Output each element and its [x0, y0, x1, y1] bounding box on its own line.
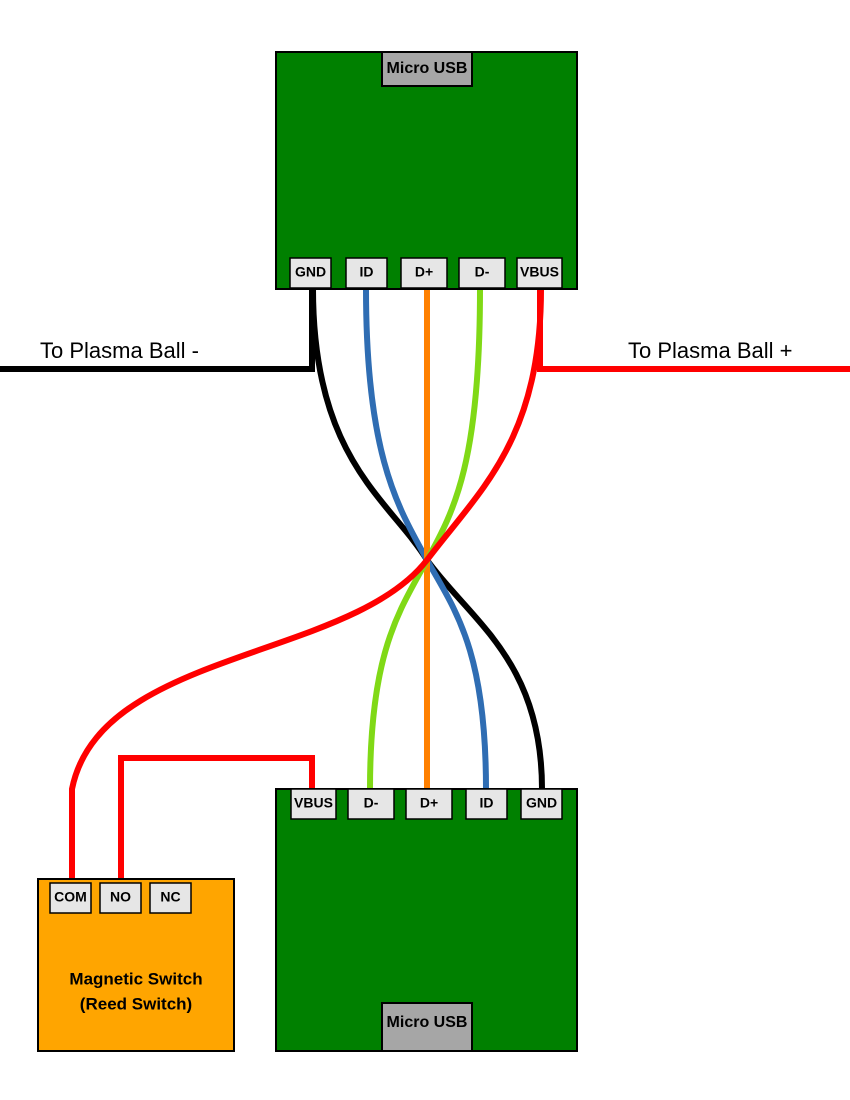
bottom-usb-label: Micro USB — [387, 1014, 468, 1031]
switch-pin-label-no: NO — [110, 889, 131, 905]
top-pin-label-dm: D- — [475, 264, 490, 280]
top-board-body — [276, 52, 577, 289]
top-pin-label-dp: D+ — [415, 264, 433, 280]
bottom-board: Micro USB VBUS D- D+ ID GND — [276, 789, 577, 1051]
switch-label-1: Magnetic Switch — [69, 969, 202, 988]
label-plasma-pos: To Plasma Ball + — [628, 338, 792, 363]
bottom-pin-label-dm: D- — [364, 795, 379, 811]
top-pin-label-gnd: GND — [295, 264, 326, 280]
label-plasma-neg: To Plasma Ball - — [40, 338, 199, 363]
top-board: Micro USB GND ID D+ D- VBUS — [276, 52, 577, 289]
bottom-pin-label-dp: D+ — [420, 795, 438, 811]
bottom-pin-label-id: ID — [480, 795, 494, 811]
magnetic-switch: Magnetic Switch (Reed Switch) COM NO NC — [38, 879, 234, 1051]
switch-pin-label-nc: NC — [160, 889, 180, 905]
bottom-pin-label-vbus: VBUS — [294, 795, 333, 811]
top-pin-label-vbus: VBUS — [520, 264, 559, 280]
switch-label-2: (Reed Switch) — [80, 994, 192, 1013]
bottom-pin-label-gnd: GND — [526, 795, 557, 811]
top-pin-label-id: ID — [360, 264, 374, 280]
top-usb-label: Micro USB — [387, 60, 468, 77]
switch-pin-label-com: COM — [54, 889, 87, 905]
